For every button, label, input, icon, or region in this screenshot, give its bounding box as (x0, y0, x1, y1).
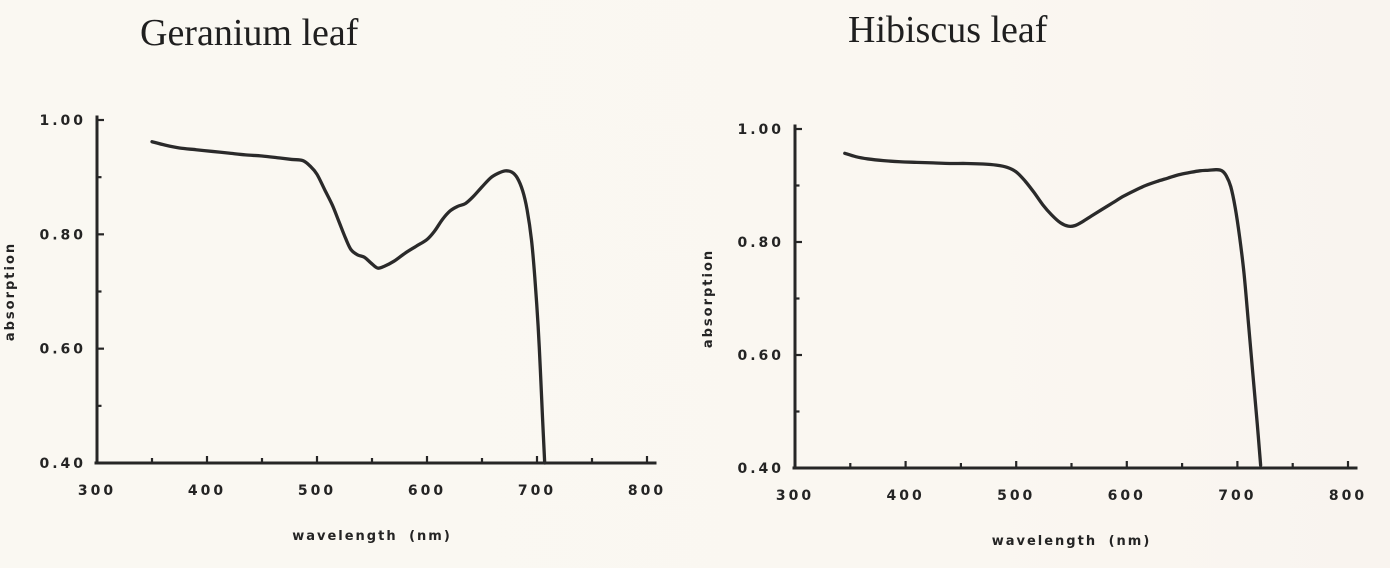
x-tick-label: 500 (298, 483, 336, 499)
absorption-curve (150, 140, 547, 465)
y-tick-label: 0.60 (39, 342, 86, 358)
x-tick-label: 400 (886, 488, 924, 504)
y-tick-label: 0.80 (39, 227, 86, 243)
x-tick-label: 800 (1329, 488, 1367, 504)
x-axis-label: wavelength (nm) (292, 529, 452, 544)
y-tick-label: 0.40 (39, 456, 86, 472)
absorption-curve (843, 151, 1263, 467)
x-tick-label: 300 (78, 483, 116, 499)
chart-hibiscus: Hibiscus leaf 1.00 0.80 0.60 0.40 300 400 500 60… (701, 9, 1367, 549)
y-axis-label: absorption (701, 249, 716, 348)
y-tick-label: 1.00 (39, 113, 86, 129)
y-tick-label: 0.60 (737, 348, 784, 364)
x-tick-label: 300 (776, 488, 814, 504)
chart-title: Geranium leaf (140, 12, 359, 54)
x-tick-label: 600 (1108, 488, 1146, 504)
x-tick-label: 400 (188, 483, 226, 499)
x-tick-label: 800 (628, 483, 666, 499)
y-axis-label: absorption (3, 242, 18, 341)
chart-title: Hibiscus leaf (848, 9, 1048, 51)
x-tick-label: 700 (518, 483, 556, 499)
x-tick-label: 600 (408, 483, 446, 499)
x-axis-label: wavelength (nm) (992, 534, 1152, 549)
y-tick-label: 1.00 (737, 122, 784, 138)
x-tick-label: 700 (1218, 488, 1256, 504)
chart-geranium: Geranium leaf 1.00 0.80 0.60 0.40 300 400 500 60… (3, 12, 666, 544)
x-tick-label: 500 (997, 488, 1035, 504)
y-tick-label: 0.80 (737, 235, 784, 251)
y-tick-label: 0.40 (737, 461, 784, 477)
